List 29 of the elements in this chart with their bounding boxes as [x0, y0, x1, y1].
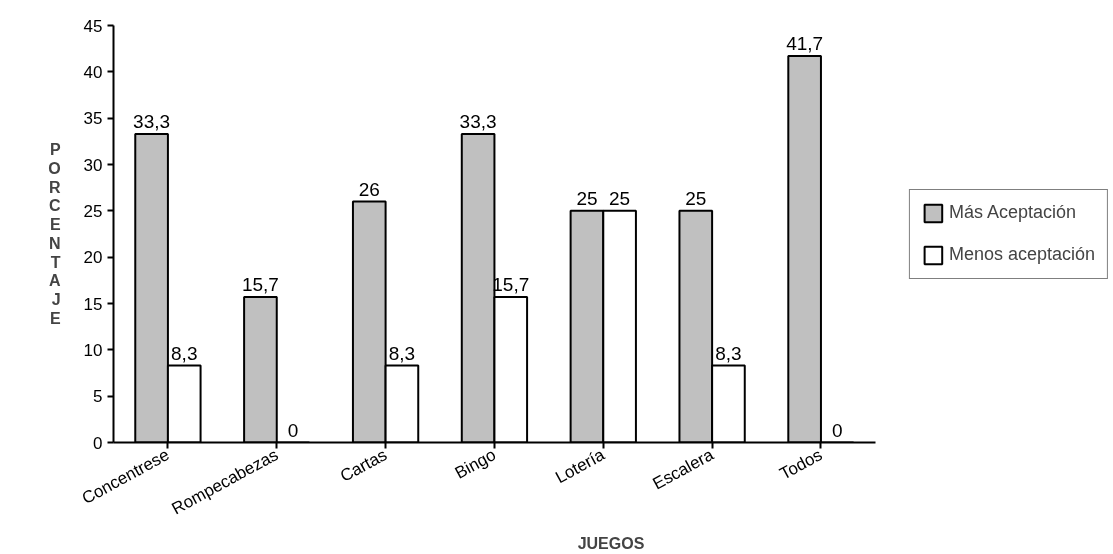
data-label: 8,3: [388, 342, 416, 364]
y-tick-label: 20: [83, 248, 103, 268]
x-tick-label: Todos: [776, 445, 826, 484]
y-tick-label: 10: [83, 340, 103, 360]
x-tick-label: Bingo: [451, 445, 499, 483]
data-label: 15,7: [241, 274, 279, 296]
data-label: 25: [685, 187, 707, 209]
y-tick-label: 40: [83, 62, 103, 82]
legend-label: Más Aceptación: [948, 202, 1076, 223]
y-tick-label: 25: [83, 201, 103, 221]
legend-label: Menos aceptación: [948, 244, 1095, 265]
y-tick-label: 30: [83, 155, 103, 175]
data-label: 0: [831, 419, 843, 441]
y-tick-label: 35: [83, 109, 103, 129]
y-tick-label: 15: [83, 294, 103, 314]
data-label: 25: [576, 187, 598, 209]
data-label: 8,3: [171, 342, 198, 364]
text: PORCENTAJE: [48, 141, 61, 327]
x-axis-title: JUEGOS: [577, 534, 645, 552]
data-label: 33,3: [133, 110, 171, 132]
data-label: 8,3: [715, 342, 742, 364]
data-label: 41,7: [786, 33, 824, 55]
data-label: 33,3: [459, 110, 497, 132]
data-label: 26: [358, 178, 380, 200]
data-label: 0: [287, 419, 299, 441]
y-tick-label: 0: [93, 433, 103, 453]
data-label: 25: [609, 187, 631, 209]
y-tick-label: 5: [93, 387, 103, 407]
y-tick-label: 45: [83, 16, 103, 36]
